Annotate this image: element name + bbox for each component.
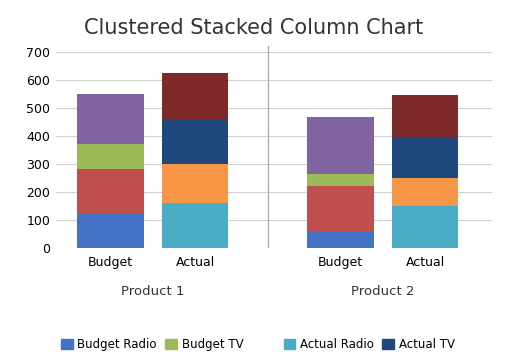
Bar: [392, 137, 458, 178]
Bar: [77, 169, 143, 214]
Legend: Budget Radio, Budget Print, Budget TV, Budget Internet, Actual Radio, Actual Pri: Budget Radio, Budget Print, Budget TV, B…: [61, 338, 487, 354]
Text: Product 2: Product 2: [351, 285, 415, 298]
Bar: [307, 173, 374, 186]
Text: Clustered Stacked Column Chart: Clustered Stacked Column Chart: [84, 18, 423, 38]
Bar: [392, 95, 458, 137]
Bar: [77, 144, 143, 169]
Bar: [162, 203, 228, 248]
Bar: [307, 231, 374, 248]
Bar: [307, 118, 374, 173]
Text: Product 1: Product 1: [121, 285, 185, 298]
Bar: [392, 206, 458, 248]
Bar: [77, 94, 143, 144]
Bar: [162, 120, 228, 164]
Bar: [162, 73, 228, 120]
Bar: [162, 164, 228, 203]
Bar: [77, 214, 143, 248]
Bar: [392, 178, 458, 206]
Bar: [307, 186, 374, 231]
